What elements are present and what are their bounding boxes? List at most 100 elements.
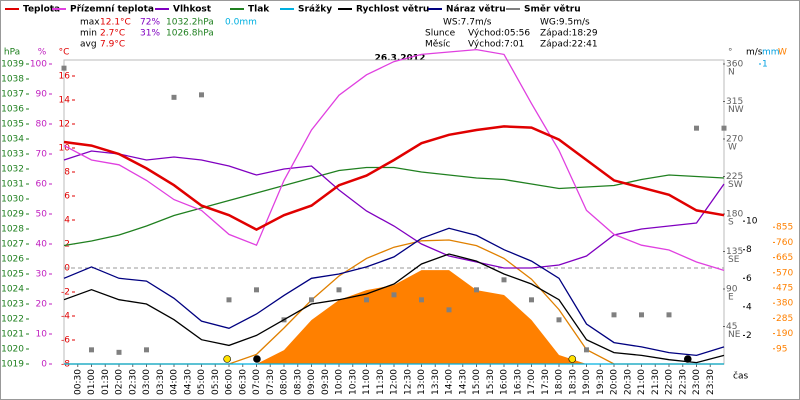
legend-label: Rychlost větru: [356, 4, 429, 15]
stat: Západ:18:29: [540, 29, 598, 39]
y-tick-label: 1035: [1, 120, 24, 130]
y-tick-name: S: [728, 218, 734, 228]
y-tick-label: 4: [64, 216, 70, 226]
y-tick-label: 10: [746, 217, 758, 227]
direction-point: [199, 92, 204, 98]
legend-label: Vlhkost: [173, 5, 212, 15]
x-tick-label: 12:30: [403, 369, 413, 395]
rise-set-marker: [223, 355, 231, 363]
x-tick-label: 01:30: [101, 369, 111, 395]
x-tick-label: 06:00: [225, 369, 235, 395]
legend-label: Teplota: [23, 5, 60, 15]
x-tick-label: 03:30: [156, 369, 166, 395]
chart-title: 26.3.2012: [375, 54, 426, 64]
y-tick-label: 1020: [1, 345, 24, 355]
stat: Východ:05:56: [468, 29, 530, 39]
stat: 0.0mm: [225, 18, 257, 28]
y-tick-label: -6: [61, 336, 70, 346]
x-tick-label: 21:30: [651, 369, 661, 395]
y-tick-label: 8: [64, 168, 70, 178]
direction-point: [666, 312, 672, 318]
stat-label: Slunce: [425, 29, 456, 39]
y-tick-label: 1039: [1, 60, 24, 70]
series-line: [63, 125, 725, 232]
x-tick-label: 15:30: [486, 369, 496, 395]
y-tick-label: 1036: [1, 105, 24, 115]
y-tick-name: N: [728, 68, 735, 78]
series-line: [63, 48, 725, 272]
x-tick-label: 10:30: [348, 369, 358, 395]
y-tick-label: 30: [36, 270, 48, 280]
x-tick-label: 21:00: [637, 369, 647, 395]
y-tick-label: 90: [36, 90, 48, 100]
y-tick-label: 135: [726, 247, 743, 257]
axis-title: °: [728, 48, 733, 58]
x-tick-label: 02:30: [128, 369, 138, 395]
y-tick-label: 45: [726, 322, 737, 332]
stat: Západ:22:41: [540, 40, 598, 50]
stat-label: avg: [80, 40, 97, 50]
x-tick-label: 08:00: [280, 369, 290, 395]
direction-point: [694, 125, 699, 131]
y-tick-label: 1024: [1, 285, 24, 295]
stat-label: Měsíc: [425, 40, 450, 50]
y-tick-label: 190: [776, 329, 793, 339]
axis-title: °C: [59, 48, 70, 58]
axis-title: %: [38, 48, 47, 58]
y-tick-label: 570: [776, 268, 793, 278]
axis-title: hPa: [4, 48, 20, 58]
direction-point: [446, 307, 452, 313]
x-tick-label: 14:00: [445, 369, 455, 395]
legend-label: Tlak: [248, 5, 270, 15]
direction-point: [171, 94, 177, 100]
y-tick-label: 475: [776, 284, 793, 294]
y-tick-label: 1038: [1, 75, 24, 85]
legend-label: Srážky: [298, 5, 332, 15]
legend-label: Náraz větru: [446, 4, 506, 15]
stat: 1032.2hPa: [166, 18, 214, 28]
x-tick-label: 22:30: [678, 369, 688, 395]
y-tick-name: NW: [728, 105, 744, 115]
y-tick-label: 1027: [1, 240, 24, 250]
direction-point: [529, 297, 534, 303]
y-tick-label: 0: [41, 360, 47, 370]
x-tick-label: 08:30: [293, 369, 303, 395]
y-tick-name: SW: [728, 180, 743, 190]
y-tick-name: NE: [728, 330, 741, 340]
y-tick-label: 1022: [1, 315, 24, 325]
direction-point: [61, 65, 67, 71]
stat: 7.9°C: [100, 40, 125, 50]
axis-title: W: [778, 48, 787, 58]
direction-point: [391, 292, 397, 298]
y-tick-label: 50: [36, 210, 48, 220]
rise-set-marker: [253, 355, 261, 363]
y-tick-label: 1023: [1, 300, 24, 310]
y-tick-label: -4: [61, 312, 70, 322]
y-tick-label: 90: [726, 285, 738, 295]
y-tick-label: 285: [776, 314, 793, 324]
direction-point: [226, 297, 232, 303]
x-tick-label: 05:00: [197, 369, 207, 395]
y-tick-label: 1021: [1, 330, 24, 340]
x-tick-label: 11:00: [362, 369, 372, 395]
direction-point: [336, 287, 342, 293]
direction-point: [419, 297, 424, 303]
y-tick-label: 8: [746, 245, 752, 255]
x-tick-label: 20:30: [623, 369, 633, 395]
y-tick-label: 1033: [1, 150, 24, 160]
y-tick-label: 14: [59, 96, 71, 106]
stat: 1026.8hPa: [166, 29, 214, 39]
solar-area: [64, 270, 724, 364]
x-tick-label: 23:00: [692, 369, 702, 395]
y-tick-label: 1029: [1, 210, 24, 220]
x-tick-label: 18:00: [555, 369, 565, 395]
x-tick-label: 13:00: [417, 369, 427, 395]
stat-label: max: [80, 18, 100, 28]
y-tick-label: 70: [36, 150, 48, 160]
y-tick-label: 315: [726, 97, 743, 107]
y-tick-label: 225: [726, 172, 743, 182]
y-tick-label: 380: [776, 299, 793, 309]
y-tick-name: SE: [728, 255, 740, 265]
x-tick-label: 00:30: [73, 369, 83, 395]
x-tick-label: 04:30: [183, 369, 193, 395]
